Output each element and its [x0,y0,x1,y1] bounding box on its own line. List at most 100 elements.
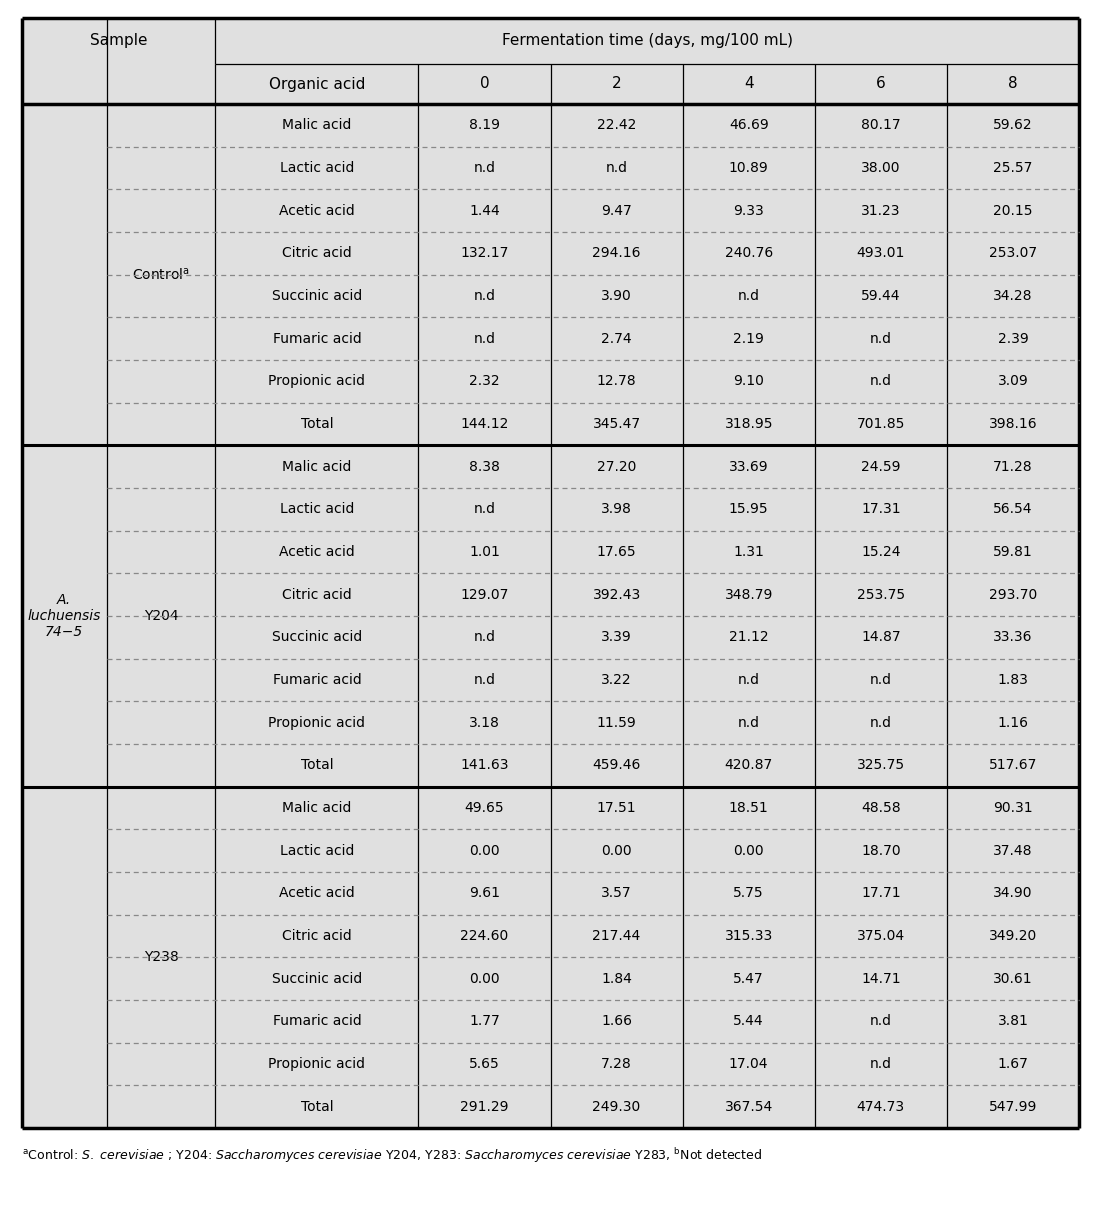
Text: 33.69: 33.69 [729,460,768,473]
Text: 1.83: 1.83 [998,673,1028,687]
Text: 17.65: 17.65 [597,545,636,559]
Text: Total: Total [301,417,334,431]
Text: Malic acid: Malic acid [282,801,351,815]
Text: 34.28: 34.28 [993,289,1033,303]
Text: Lactic acid: Lactic acid [280,502,355,517]
Text: 224.60: 224.60 [460,929,509,943]
Text: Fumaric acid: Fumaric acid [273,1014,361,1029]
Text: 22.42: 22.42 [597,119,636,132]
Text: n.d: n.d [870,716,892,730]
Text: 1.77: 1.77 [469,1014,500,1029]
Text: 2: 2 [612,76,621,91]
Text: Acetic acid: Acetic acid [279,887,355,900]
Text: 24.59: 24.59 [861,460,901,473]
Text: 17.31: 17.31 [861,502,901,517]
Text: 0.00: 0.00 [469,844,500,858]
Text: Y204: Y204 [144,609,178,623]
Text: 18.51: 18.51 [729,801,768,815]
Text: 2.74: 2.74 [601,331,632,346]
Text: 325.75: 325.75 [857,758,905,773]
Text: n.d: n.d [473,673,495,687]
Text: 3.09: 3.09 [998,375,1028,388]
Text: Organic acid: Organic acid [269,76,366,91]
Text: 392.43: 392.43 [592,587,641,602]
Text: 217.44: 217.44 [592,929,641,943]
Text: n.d: n.d [870,1014,892,1029]
Text: 3.90: 3.90 [601,289,632,303]
Text: 240.76: 240.76 [724,246,773,261]
Text: n.d: n.d [870,331,892,346]
Text: A.
luchuensis
74−5: A. luchuensis 74−5 [28,593,101,639]
Text: Succinic acid: Succinic acid [272,289,362,303]
Text: n.d: n.d [606,161,628,175]
Text: 1.31: 1.31 [733,545,764,559]
Text: n.d: n.d [473,289,495,303]
Text: 1.01: 1.01 [469,545,500,559]
Text: 6: 6 [876,76,885,91]
Text: 5.44: 5.44 [733,1014,764,1029]
Text: 12.78: 12.78 [597,375,636,388]
Text: Y238: Y238 [143,950,178,964]
Text: 3.81: 3.81 [998,1014,1028,1029]
Text: 14.71: 14.71 [861,972,901,986]
Text: 141.63: 141.63 [460,758,509,773]
Text: 1.44: 1.44 [469,204,500,217]
Text: 293.70: 293.70 [989,587,1037,602]
Text: 2.19: 2.19 [733,331,764,346]
Text: 1.16: 1.16 [998,716,1028,730]
Text: 9.61: 9.61 [469,887,500,900]
Text: n.d: n.d [738,716,760,730]
Text: 294.16: 294.16 [592,246,641,261]
Text: 14.87: 14.87 [861,631,901,644]
Text: Fermentation time (days, mg/100 mL): Fermentation time (days, mg/100 mL) [502,34,793,49]
Text: 253.75: 253.75 [857,587,905,602]
Text: 15.24: 15.24 [861,545,901,559]
Text: 8.19: 8.19 [469,119,500,132]
Text: 129.07: 129.07 [460,587,509,602]
Text: 0.00: 0.00 [601,844,632,858]
Text: 59.44: 59.44 [861,289,901,303]
Text: Total: Total [301,1100,334,1114]
Text: 5.75: 5.75 [733,887,764,900]
Text: 2.32: 2.32 [469,375,500,388]
Text: Lactic acid: Lactic acid [280,844,355,858]
Text: Total: Total [301,758,334,773]
Text: 49.65: 49.65 [465,801,504,815]
Text: n.d: n.d [473,161,495,175]
Text: 9.47: 9.47 [601,204,632,217]
Text: 7.28: 7.28 [601,1057,632,1071]
Text: 249.30: 249.30 [592,1100,641,1114]
Text: 3.39: 3.39 [601,631,632,644]
Text: 5.47: 5.47 [733,972,764,986]
Text: 27.20: 27.20 [597,460,636,473]
Text: 345.47: 345.47 [592,417,641,431]
Text: 132.17: 132.17 [460,246,509,261]
Text: Fumaric acid: Fumaric acid [273,673,361,687]
Text: 3.57: 3.57 [601,887,632,900]
Text: Malic acid: Malic acid [282,460,351,473]
Text: 46.69: 46.69 [729,119,768,132]
Text: Citric acid: Citric acid [282,929,352,943]
Text: n.d: n.d [738,289,760,303]
Text: 37.48: 37.48 [993,844,1033,858]
Text: 1.84: 1.84 [601,972,632,986]
Text: 3.18: 3.18 [469,716,500,730]
Text: n.d: n.d [473,331,495,346]
Text: 3.98: 3.98 [601,502,632,517]
Text: Propionic acid: Propionic acid [269,716,366,730]
Text: 9.10: 9.10 [733,375,764,388]
Text: Citric acid: Citric acid [282,587,352,602]
Text: 459.46: 459.46 [592,758,641,773]
Text: 2.39: 2.39 [998,331,1028,346]
Text: Control$^{\mathrm{a}}$: Control$^{\mathrm{a}}$ [132,267,189,283]
Text: 375.04: 375.04 [857,929,905,943]
Text: 291.29: 291.29 [460,1100,509,1114]
Text: 547.99: 547.99 [989,1100,1037,1114]
Text: 398.16: 398.16 [989,417,1037,431]
Text: 56.54: 56.54 [993,502,1033,517]
Text: 17.51: 17.51 [597,801,636,815]
Text: Fumaric acid: Fumaric acid [273,331,361,346]
Text: 17.71: 17.71 [861,887,901,900]
Text: Lactic acid: Lactic acid [280,161,355,175]
Text: Citric acid: Citric acid [282,246,352,261]
